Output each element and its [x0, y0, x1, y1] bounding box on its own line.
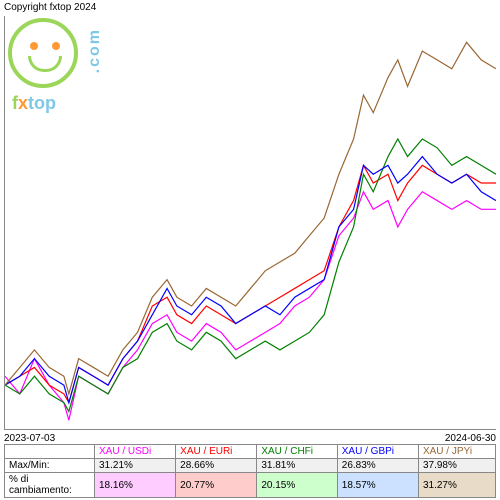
table-corner-cell — [5, 445, 95, 459]
change-chf: 20.15% — [257, 473, 337, 498]
maxmin-chf: 31.81% — [257, 459, 337, 473]
x-axis-end-label: 2024-06-30 — [445, 433, 496, 444]
row-label-change: % di cambiamento: — [5, 473, 95, 498]
x-axis-start-label: 2023-07-03 — [4, 433, 55, 444]
table-header-gbp: XAU / GBPi — [337, 445, 418, 459]
maxmin-eur: 28.66% — [176, 459, 257, 473]
copyright-text: Copyright fxtop 2024 — [4, 2, 96, 13]
table-header-chf: XAU / CHFi — [257, 445, 337, 459]
table-row-change: % di cambiamento: 18.16% 20.77% 20.15% 1… — [5, 473, 496, 498]
chart-container: Copyright fxtop 2024 .com fxtop 2023-07-… — [0, 0, 500, 500]
change-usd: 18.16% — [95, 473, 176, 498]
maxmin-usd: 31.21% — [95, 459, 176, 473]
series-line — [5, 139, 496, 411]
table-header-usd: XAU / USDi — [95, 445, 176, 459]
summary-table: XAU / USDi XAU / EURi XAU / CHFi XAU / G… — [4, 444, 496, 498]
maxmin-jpy: 37.98% — [418, 459, 495, 473]
table-header-row: XAU / USDi XAU / EURi XAU / CHFi XAU / G… — [5, 445, 496, 459]
table-row-maxmin: Max/Min: 31.21% 28.66% 31.81% 26.83% 37.… — [5, 459, 496, 473]
maxmin-gbp: 26.83% — [337, 459, 418, 473]
change-gbp: 18.57% — [337, 473, 418, 498]
series-line — [5, 192, 496, 420]
table-header-eur: XAU / EURi — [176, 445, 257, 459]
row-label-maxmin: Max/Min: — [5, 459, 95, 473]
chart-svg — [5, 16, 496, 429]
table-header-jpy: XAU / JPYi — [418, 445, 495, 459]
change-jpy: 31.27% — [418, 473, 495, 498]
line-chart — [4, 16, 496, 430]
change-eur: 20.77% — [176, 473, 257, 498]
series-line — [5, 157, 496, 403]
